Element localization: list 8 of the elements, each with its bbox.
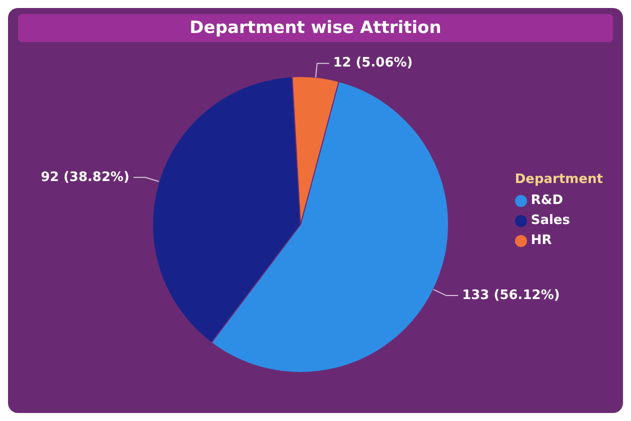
legend-label: HR bbox=[530, 233, 552, 248]
data-label: 12 (5.06%) bbox=[333, 56, 413, 71]
legend-title: Department bbox=[514, 172, 603, 187]
data-label: 133 (56.12%) bbox=[462, 288, 560, 303]
chart-title: Department wise Attrition bbox=[18, 14, 613, 42]
legend-label: R&D bbox=[530, 193, 563, 208]
legend-label: Sales bbox=[530, 213, 570, 228]
data-label: 92 (38.82%) bbox=[40, 170, 130, 185]
